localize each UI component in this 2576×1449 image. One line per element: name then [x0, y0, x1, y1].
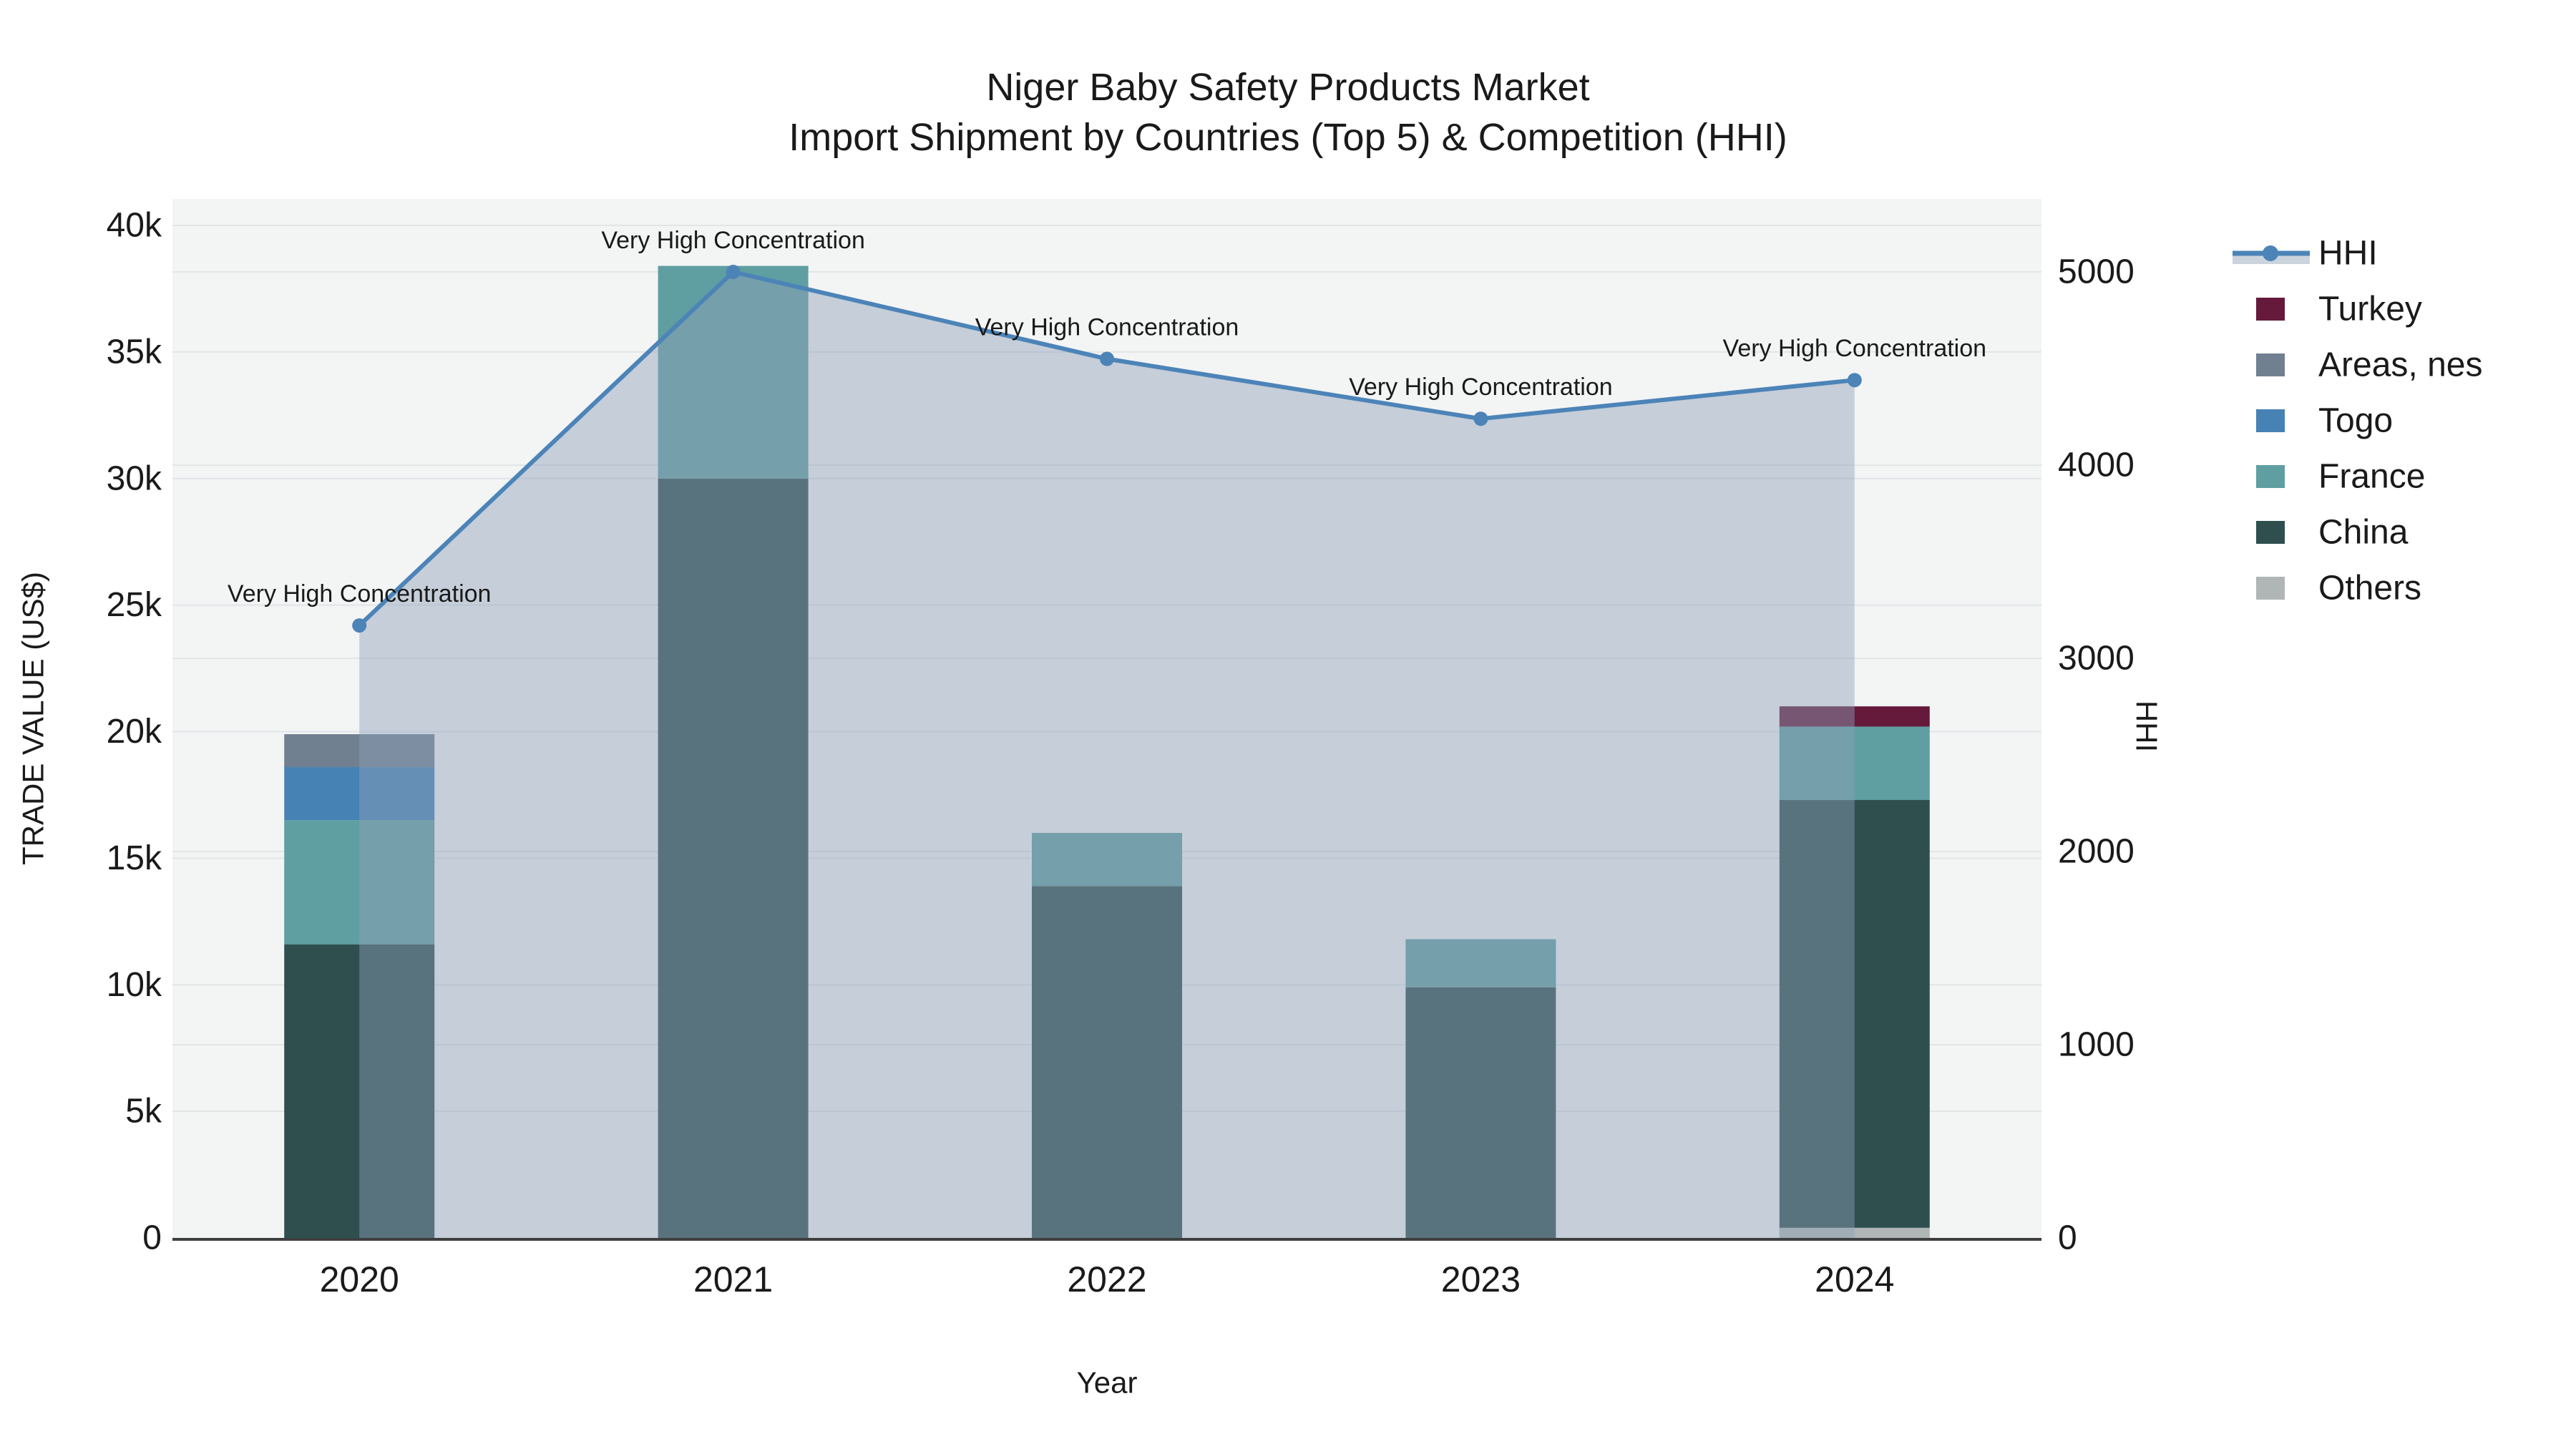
annotation-2022: Very High Concentration: [975, 314, 1239, 341]
x-tick-2024: 2024: [1815, 1259, 1894, 1299]
bar-segment-turkey-2024[interactable]: [1779, 706, 1930, 727]
legend-label-turkey: Turkey: [2318, 291, 2422, 328]
annotation-2024: Very High Concentration: [1723, 335, 1987, 362]
y-left-tick-25k: 25k: [107, 586, 162, 624]
hhi-marker-2022[interactable]: [1100, 351, 1114, 366]
legend-item-others[interactable]: Others: [2256, 570, 2421, 608]
y-right-tick-2000: 2000: [2058, 833, 2135, 871]
bar-segment-togo-2020[interactable]: [284, 767, 435, 821]
legend-item-areasnes[interactable]: Areas, nes: [2256, 346, 2482, 384]
legend-item-france[interactable]: France: [2256, 458, 2425, 496]
hhi-marker-2023[interactable]: [1473, 411, 1488, 426]
legend-swatch-togo: [2256, 409, 2285, 432]
bar-segment-france-2020[interactable]: [284, 820, 435, 945]
bar-segment-france-2022[interactable]: [1032, 833, 1182, 887]
legend-item-turkey[interactable]: Turkey: [2256, 291, 2422, 328]
bar-segment-china-2020[interactable]: [284, 944, 435, 1238]
x-tick-2020: 2020: [320, 1259, 399, 1299]
x-tick-2021: 2021: [693, 1259, 773, 1299]
y-axis-right-ticks: 0 1000 2000 3000 4000 5000: [2058, 253, 2135, 1257]
y-axis-left-ticks: 0 5k 10k 15k 20k 25k 30k 35k 40k: [107, 207, 162, 1257]
annotation-2020: Very High Concentration: [228, 580, 492, 608]
bar-segment-china-2021[interactable]: [658, 478, 809, 1238]
y-axis-title-left: TRADE VALUE (US$): [16, 572, 50, 865]
legend-item-china[interactable]: China: [2256, 514, 2409, 552]
legend-label-others: Others: [2318, 570, 2421, 608]
y-right-tick-1000: 1000: [2058, 1026, 2135, 1064]
legend-swatch-turkey: [2256, 298, 2285, 321]
legend-label-france: France: [2318, 458, 2425, 496]
bar-segment-china-2022[interactable]: [1032, 886, 1182, 1238]
bar-segment-france-2021[interactable]: [658, 265, 809, 479]
legend-marker-hhi: [2263, 245, 2278, 261]
annotation-2021: Very High Concentration: [601, 227, 865, 254]
legend: HHI Turkey Areas, nes Togo France China Others: [2233, 235, 2482, 608]
x-axis-ticks: 2020 2021 2022 2023 2024: [320, 1259, 1895, 1299]
legend-label-areasnes: Areas, nes: [2318, 346, 2482, 384]
legend-item-hhi[interactable]: HHI: [2233, 235, 2378, 273]
y-right-tick-3000: 3000: [2058, 640, 2135, 678]
legend-label-hhi: HHI: [2318, 235, 2378, 273]
stacked-bars: [284, 265, 1930, 1238]
chart-title-line2: Import Shipment by Countries (Top 5) & C…: [789, 116, 1787, 159]
bar-segment-others-2024[interactable]: [1779, 1227, 1930, 1238]
y-left-tick-35k: 35k: [107, 333, 162, 371]
legend-label-togo: Togo: [2318, 402, 2393, 440]
hhi-area-fill: [359, 272, 1855, 1238]
x-tick-2022: 2022: [1067, 1259, 1146, 1299]
legend-swatch-others: [2256, 577, 2285, 600]
hhi-marker-2020[interactable]: [352, 618, 367, 633]
y-left-tick-20k: 20k: [107, 713, 162, 751]
bar-segment-areasnes-2020[interactable]: [284, 734, 435, 768]
y-left-tick-40k: 40k: [107, 207, 162, 245]
y-axis-title-right: HHI: [2130, 701, 2164, 752]
legend-swatch-china: [2256, 521, 2285, 544]
y-right-tick-0: 0: [2058, 1219, 2077, 1257]
chart-title-line1: Niger Baby Safety Products Market: [986, 66, 1589, 109]
bar-segment-china-2023[interactable]: [1405, 987, 1556, 1238]
hhi-marker-2024[interactable]: [1847, 373, 1862, 388]
bar-segment-france-2023[interactable]: [1405, 939, 1556, 987]
y-left-tick-10k: 10k: [107, 966, 162, 1004]
legend-swatch-areasnes: [2256, 353, 2285, 376]
legend-swatch-france: [2256, 465, 2285, 488]
annotations: Very High Concentration Very High Concent…: [228, 227, 1986, 608]
legend-item-togo[interactable]: Togo: [2256, 402, 2393, 440]
legend-label-china: China: [2318, 514, 2409, 552]
y-left-tick-5k: 5k: [125, 1093, 162, 1131]
hhi-markers: [352, 265, 1862, 633]
bar-segment-china-2024[interactable]: [1779, 800, 1930, 1228]
x-tick-2023: 2023: [1441, 1259, 1521, 1299]
y-left-tick-0: 0: [142, 1219, 162, 1257]
x-axis-title: Year: [1077, 1366, 1138, 1400]
annotation-2023: Very High Concentration: [1349, 374, 1613, 401]
y-left-tick-15k: 15k: [107, 839, 162, 877]
hhi-marker-2021[interactable]: [726, 265, 741, 279]
y-right-tick-4000: 4000: [2058, 447, 2135, 484]
y-right-tick-5000: 5000: [2058, 253, 2135, 291]
bar-segment-france-2024[interactable]: [1779, 726, 1930, 801]
y-left-tick-30k: 30k: [107, 459, 162, 497]
